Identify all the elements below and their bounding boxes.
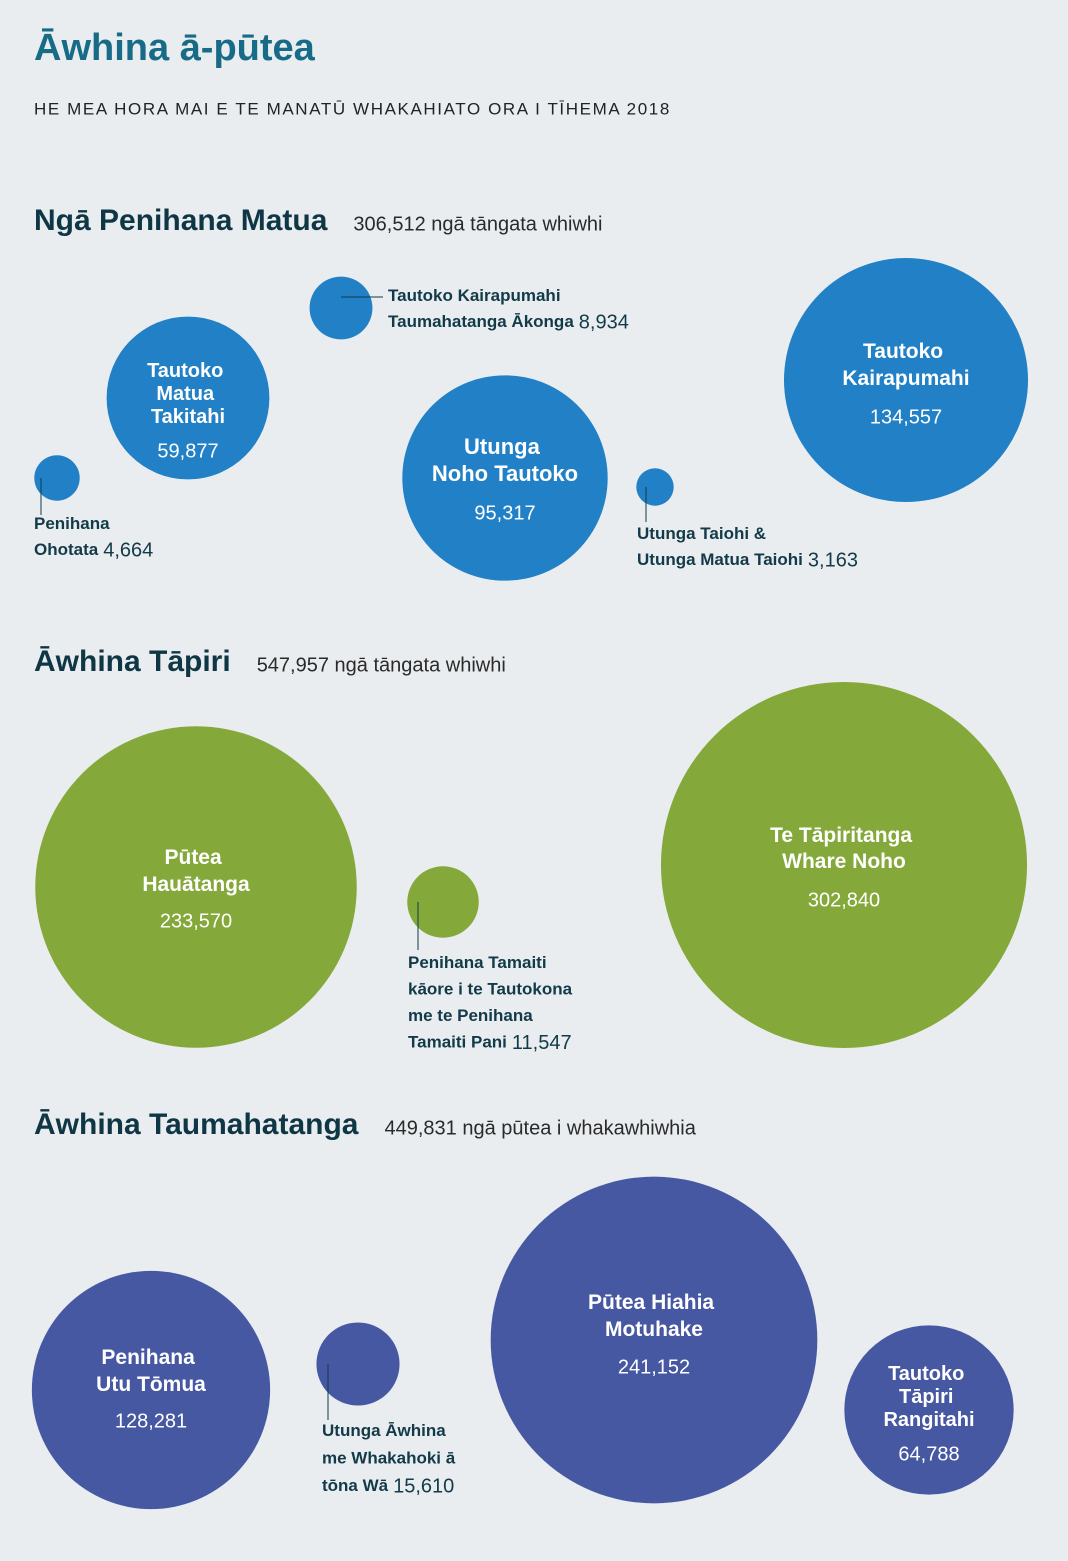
bubble-label: Penihana Utu Tōmua — [96, 1346, 206, 1396]
bubble-value: 64,788 — [898, 1443, 959, 1465]
bubble-value: 95,317 — [474, 502, 535, 524]
bubble — [106, 316, 270, 480]
section-subtitle: 449,831 ngā pūtea i whakawhiwhia — [385, 1117, 697, 1139]
bubble — [316, 1322, 400, 1406]
bubble — [490, 1176, 818, 1504]
section-title: Āwhina Tāpiri — [34, 645, 231, 678]
bubble-value: 241,152 — [618, 1356, 690, 1378]
bubble-label: Utunga Taiohi & Utunga Matua Taiohi — [637, 524, 803, 569]
bubble — [31, 1270, 271, 1510]
bubble — [35, 726, 357, 1048]
bubble-label: Utunga Āwhina me Whakahoki ā tōna Wā — [322, 1421, 460, 1495]
bubble-value: 128,281 — [115, 1410, 187, 1432]
section-title: Ngā Penihana Matua — [34, 204, 328, 237]
page-title: Āwhina ā-pūtea — [34, 27, 316, 69]
bubble-label: Utunga Noho Tautoko — [432, 434, 578, 486]
bubble-label: Penihana Tamaiti kāore i te Tautokona me… — [408, 953, 577, 1052]
bubble — [402, 375, 608, 581]
bubble-value: 11,547 — [512, 1032, 572, 1054]
bubble-label: Te Tāpiritanga Whare Noho — [770, 824, 918, 873]
bubble — [660, 681, 1028, 1049]
bubble-value: 15,610 — [393, 1475, 454, 1497]
bubble — [636, 468, 674, 506]
bubble — [783, 257, 1029, 503]
bubble-value: 302,840 — [808, 889, 880, 911]
bubble-label: Pūtea Hiahia Motuhake — [588, 1291, 720, 1341]
section-subtitle: 306,512 ngā tāngata whiwhi — [353, 213, 602, 235]
bubble-label: Penihana Ohotata — [34, 514, 114, 559]
bubble — [34, 455, 80, 501]
bubble-value: 59,877 — [157, 440, 218, 462]
bubble-label: Tautoko Tāpiri Rangitahi — [883, 1363, 974, 1431]
bubble-label: Tautoko Matua Takitahi — [147, 360, 229, 428]
bubble-value: 4,664 — [103, 539, 153, 561]
section-subtitle: 547,957 ngā tāngata whiwhi — [257, 654, 506, 676]
bubble-label: Tautoko Kairapumahi — [842, 340, 969, 390]
bubble-value: 134,557 — [870, 406, 942, 428]
section-title: Āwhina Taumahatanga — [34, 1108, 359, 1141]
bubble — [844, 1325, 1014, 1495]
bubble — [407, 866, 479, 938]
bubble-value: 8,934 — [579, 311, 629, 333]
page-subtitle: HE MEA HORA MAI E TE MANATŪ WHAKAHIATO O… — [34, 99, 671, 118]
bubble-label: Tautoko Kairapumahi Taumahatanga Ākonga — [388, 286, 574, 331]
bubble — [309, 276, 373, 340]
bubble-label: Pūtea Hauātanga — [142, 846, 250, 896]
bubble-value: 3,163 — [808, 549, 858, 571]
bubble-value: 233,570 — [160, 910, 232, 932]
